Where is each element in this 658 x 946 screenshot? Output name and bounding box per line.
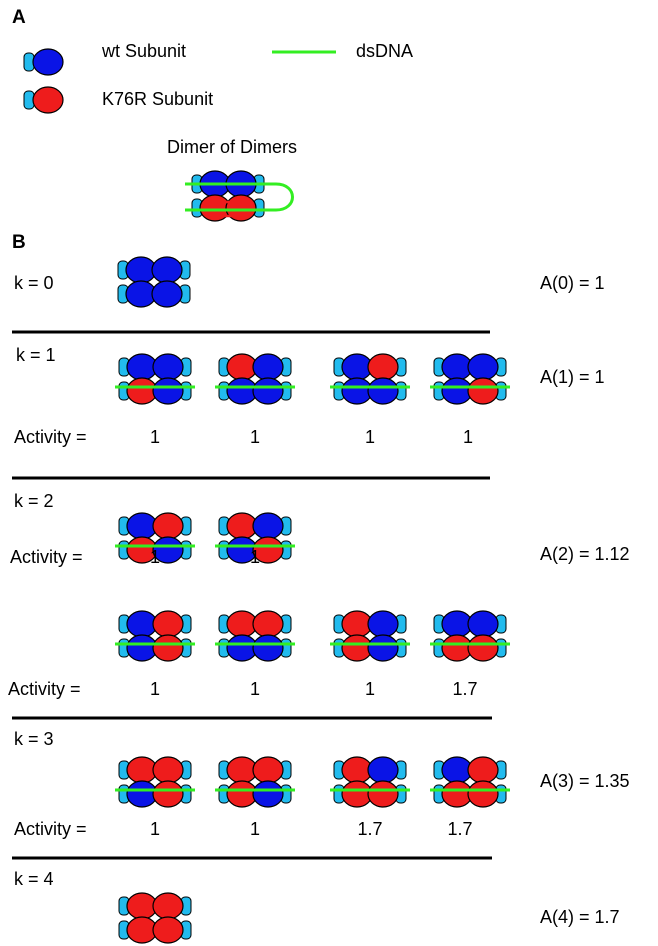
subunit xyxy=(253,354,283,380)
subunit xyxy=(253,635,283,661)
activity: 1 xyxy=(250,679,260,699)
activity: 1 xyxy=(250,427,260,447)
activity: 1 xyxy=(150,679,160,699)
activity: 1 xyxy=(250,819,260,839)
subunit xyxy=(153,378,183,404)
activity: 1 xyxy=(150,547,160,567)
subunit xyxy=(153,893,183,919)
subunit xyxy=(468,354,498,380)
subunit xyxy=(153,611,183,637)
subunit xyxy=(153,354,183,380)
activity: 1.7 xyxy=(452,679,477,699)
subunit xyxy=(368,611,398,637)
activity: 1 xyxy=(365,427,375,447)
activity-label: Activity = xyxy=(8,679,81,699)
figure: A wt Subunit dsDNA K76R Subunit Dimer of… xyxy=(0,0,658,946)
activity: 1 xyxy=(463,427,473,447)
subunit xyxy=(153,757,183,783)
activity: 1.7 xyxy=(357,819,382,839)
subunit xyxy=(468,757,498,783)
activity-label: Activity = xyxy=(14,819,87,839)
subunit xyxy=(468,781,498,807)
subunit xyxy=(153,513,183,539)
subunit xyxy=(368,378,398,404)
subunit xyxy=(253,781,283,807)
subunit xyxy=(253,378,283,404)
subunit xyxy=(368,757,398,783)
legend-label: K76R Subunit xyxy=(102,89,213,109)
panel-label: B xyxy=(12,232,26,253)
activity: 1 xyxy=(365,679,375,699)
glyphs xyxy=(24,49,510,943)
subunit xyxy=(253,513,283,539)
subunit xyxy=(152,257,182,283)
k-label: k = 0 xyxy=(14,273,54,293)
subunit xyxy=(368,781,398,807)
k-label: k = 2 xyxy=(14,491,54,511)
average: A(0) = 1 xyxy=(540,273,605,293)
subunit xyxy=(368,354,398,380)
activity-label: Activity = xyxy=(14,427,87,447)
activity: 1 xyxy=(250,547,260,567)
k-label: k = 1 xyxy=(16,345,56,365)
average: A(1) = 1 xyxy=(540,367,605,387)
subunit xyxy=(253,611,283,637)
k-label: k = 3 xyxy=(14,729,54,749)
subunit xyxy=(33,87,63,113)
k-label: k = 4 xyxy=(14,869,54,889)
subunit xyxy=(468,611,498,637)
glyph-caption: Dimer of Dimers xyxy=(167,137,297,157)
subunit xyxy=(468,378,498,404)
activity: 1 xyxy=(150,819,160,839)
activity: 1 xyxy=(150,427,160,447)
subunit xyxy=(468,635,498,661)
average: A(2) = 1.12 xyxy=(540,544,630,564)
panel-label: A xyxy=(12,7,26,28)
subunit xyxy=(253,757,283,783)
legend-label: dsDNA xyxy=(356,41,413,61)
subunit xyxy=(153,917,183,943)
subunit xyxy=(33,49,63,75)
subunit xyxy=(153,781,183,807)
subunit xyxy=(153,635,183,661)
average: A(3) = 1.35 xyxy=(540,771,630,791)
average: A(4) = 1.7 xyxy=(540,907,620,927)
legend-label: wt Subunit xyxy=(101,41,186,61)
activity-label: Activity = xyxy=(10,547,83,567)
subunit xyxy=(152,281,182,307)
subunit xyxy=(368,635,398,661)
activity: 1.7 xyxy=(447,819,472,839)
